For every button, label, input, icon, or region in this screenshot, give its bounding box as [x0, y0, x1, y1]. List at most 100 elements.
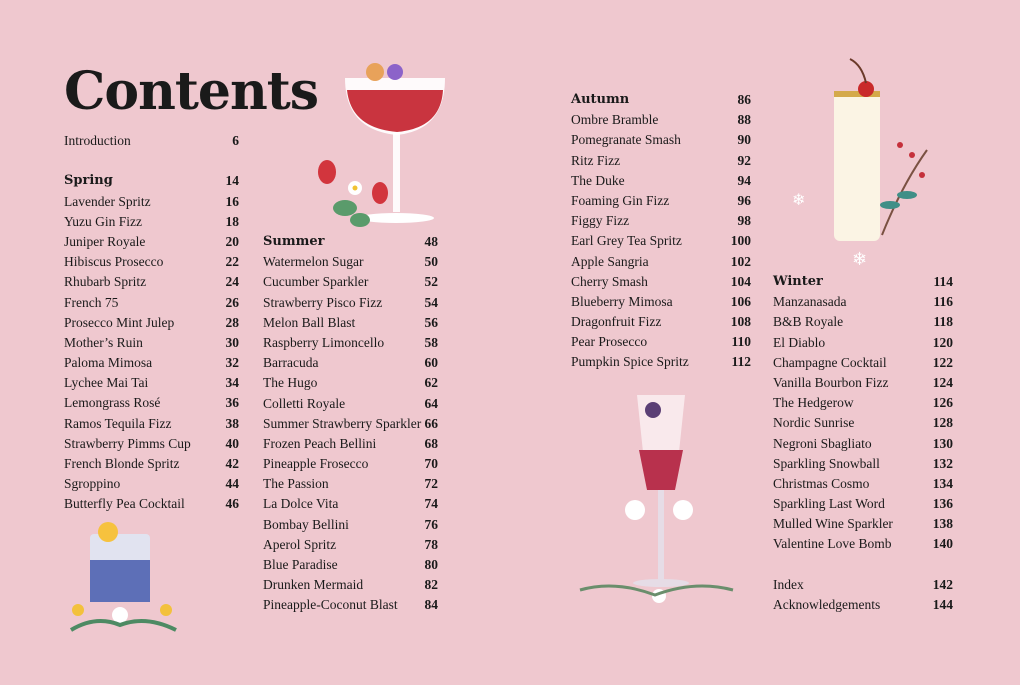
toc-entry: El Diablo 120: [773, 333, 953, 353]
entry-title: Lychee Mai Tai: [64, 375, 149, 391]
entry-title: Melon Ball Blast: [263, 314, 356, 330]
toc-entry: Lychee Mai Tai 34: [64, 373, 239, 393]
page-number: 102: [730, 253, 751, 269]
entry-title: Figgy Fizz: [571, 213, 630, 229]
toc-column-summer: Summer 48 Watermelon Sugar 50 Cucumber Spark…: [263, 232, 438, 616]
page-number: 52: [424, 274, 439, 290]
page-number: 30: [225, 334, 240, 350]
entry-title: Paloma Mimosa: [64, 355, 153, 371]
entry-title: Sparkling Snowball: [773, 455, 880, 471]
toc-entry: Watermelon Sugar 50: [263, 252, 438, 272]
toc-entry: Rhubarb Spritz 24: [64, 272, 239, 292]
entry-title: Mulled Wine Sparkler: [773, 516, 893, 532]
section-heading: Autumn 86: [571, 90, 751, 110]
entry-title: Autumn: [571, 92, 630, 107]
page-number: 48: [424, 234, 439, 249]
svg-text:❄: ❄: [852, 249, 867, 269]
page-number: 92: [737, 152, 752, 168]
entry-title: Spring: [64, 173, 113, 189]
entry-title: Winter: [773, 274, 823, 289]
page-number: 106: [730, 293, 751, 309]
section-heading: Spring 14: [64, 171, 239, 191]
entry-title: The Passion: [263, 476, 329, 492]
entry-title: Apple Sangria: [571, 253, 649, 269]
page-number: 98: [737, 213, 752, 229]
toc-entry: Dragonfruit Fizz 108: [571, 312, 751, 332]
toc-entry: Strawberry Pisco Fizz 54: [263, 293, 438, 313]
toc-entry: Barracuda 60: [263, 353, 438, 373]
entry-title: Valentine Love Bomb: [773, 536, 892, 552]
entry-title: Lavender Spritz: [64, 193, 151, 209]
toc-entry: The Passion 72: [263, 474, 438, 494]
toc-entry: Apple Sangria 102: [571, 252, 751, 272]
page-number: 14: [225, 173, 240, 189]
toc-entry: La Dolce Vita 74: [263, 494, 438, 514]
entry-title: Summer Strawberry Sparkler: [263, 415, 422, 431]
page-number: 132: [932, 455, 953, 471]
entry-title: Summer: [263, 234, 325, 249]
page-number: 44: [225, 476, 240, 492]
page-number: 76: [424, 516, 439, 532]
page-number: 24: [225, 274, 240, 290]
page-number: 112: [731, 354, 751, 370]
toc-entry: Melon Ball Blast 56: [263, 313, 438, 333]
toc-entry: Paloma Mimosa 32: [64, 353, 239, 373]
toc-entry: Yuzu Gin Fizz 18: [64, 212, 239, 232]
toc-entry: Blue Paradise 80: [263, 555, 438, 575]
page-number: 18: [225, 213, 240, 229]
toc-entry: Bombay Bellini 76: [263, 515, 438, 535]
toc-entry: Christmas Cosmo 134: [773, 474, 953, 494]
rocks-glass-illustration: [69, 522, 177, 632]
toc-entry: Sgroppino 44: [64, 474, 239, 494]
entry-title: Pineapple-Coconut Blast: [263, 597, 398, 613]
spacer: [64, 151, 239, 171]
page-number: 72: [424, 476, 439, 492]
entry-title: The Duke: [571, 172, 625, 188]
entry-title: Pineapple Frosecco: [263, 456, 369, 472]
entry-title: Nordic Sunrise: [773, 415, 855, 431]
entry-title: Introduction: [64, 133, 131, 148]
entry-title: Sparkling Last Word: [773, 496, 885, 512]
entry-title: Watermelon Sugar: [263, 254, 364, 270]
page-number: 130: [932, 435, 953, 451]
entry-title: Dragonfruit Fizz: [571, 314, 662, 330]
toc-entry: Acknowledgements 144: [773, 595, 953, 615]
page-number: 134: [932, 475, 953, 491]
entry-title: Champagne Cocktail: [773, 354, 887, 370]
entry-title: Bombay Bellini: [263, 516, 349, 532]
page-number: 122: [932, 354, 953, 370]
toc-entry: Pineapple Frosecco 70: [263, 454, 438, 474]
toc-entry: Cherry Smash 104: [571, 272, 751, 292]
entry-title: The Hedgerow: [773, 395, 854, 411]
page-number: 64: [424, 395, 439, 411]
page-number: 66: [424, 415, 439, 431]
page-number: 142: [932, 576, 953, 592]
toc-entry: Colletti Royale 64: [263, 394, 438, 414]
entry-title: Juniper Royale: [64, 233, 146, 249]
page-number: 126: [932, 395, 953, 411]
page-number: 136: [932, 496, 953, 512]
entry-title: Christmas Cosmo: [773, 475, 870, 491]
page-number: 42: [225, 456, 240, 471]
toc-entry: Cucumber Sparkler 52: [263, 272, 438, 292]
page-number: 54: [424, 294, 439, 310]
toc-entry: Negroni Sbagliato 130: [773, 434, 953, 454]
page-number: 34: [225, 375, 240, 391]
page-number: 144: [932, 597, 953, 612]
entry-title: Manzanasada: [773, 294, 847, 310]
toc-entry: Strawberry Pimms Cup 40: [64, 434, 239, 454]
page-number: 36: [225, 395, 240, 411]
entry-title: Barracuda: [263, 355, 319, 371]
toc-entry: Aperol Spritz 78: [263, 535, 438, 555]
page-number: 58: [424, 334, 439, 350]
entry-title: Pumpkin Spice Spritz: [571, 354, 689, 370]
entry-title: Prosecco Mint Julep: [64, 314, 175, 330]
page-number: 86: [737, 92, 752, 107]
svg-text:❄: ❄: [792, 192, 805, 209]
toc-column-winter: Winter 114 Manzanasada 116 B&B Royale 118 El D…: [773, 272, 953, 615]
toc-entry: Pineapple-Coconut Blast 84: [263, 595, 438, 615]
page-number: 78: [424, 536, 439, 552]
toc-entry: Raspberry Limoncello 58: [263, 333, 438, 353]
entry-title: Cucumber Sparkler: [263, 274, 369, 290]
toc-entry: B&B Royale 118: [773, 312, 953, 332]
